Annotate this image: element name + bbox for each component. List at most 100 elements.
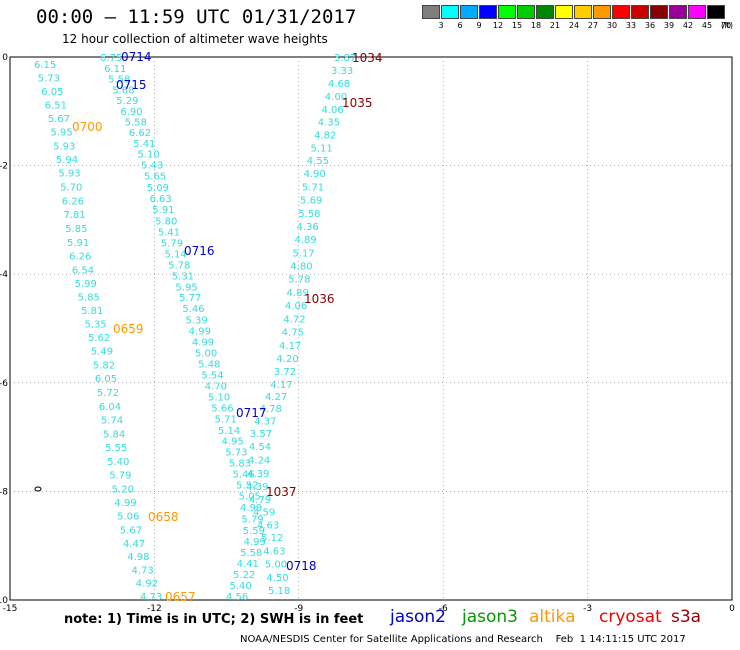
swh-value: 4.68 [328, 79, 350, 90]
pass-time-label: 0659 [113, 322, 144, 336]
legend-swatch [631, 5, 649, 19]
swh-value: 5.40 [107, 457, 129, 468]
swh-value: 5.49 [91, 347, 113, 358]
swh-value: 4.63 [263, 546, 285, 557]
swh-value: 4.89 [295, 235, 317, 246]
swh-value: 5.91 [67, 238, 89, 249]
swh-value: 5.71 [215, 415, 237, 426]
swh-value: 4.99 [114, 498, 136, 509]
swh-value: 5.46 [182, 304, 204, 315]
swh-value: 5.58 [240, 548, 262, 559]
swh-value: 5.78 [168, 260, 190, 271]
swh-value: 5.67 [120, 525, 142, 536]
pass-time-label: 0718 [286, 559, 317, 573]
pass-time-label: 0716 [184, 244, 215, 258]
swh-value: 3.57 [250, 429, 272, 440]
pass-time-label: 1035 [342, 96, 373, 110]
lat-tick-label: -10 [0, 596, 8, 606]
legend-label: 9 [476, 21, 482, 30]
legend-label: 12 [492, 21, 504, 30]
swh-value: 5.79 [241, 514, 263, 525]
swh-value: 5.35 [85, 320, 107, 331]
legend-label: 30 [606, 21, 618, 30]
legend-swatch [536, 5, 554, 19]
lon-tick-label: -15 [3, 604, 18, 614]
legend-label: 45 [701, 21, 713, 30]
satellite-name: s3a [671, 607, 702, 627]
swh-value: 5.94 [56, 155, 78, 166]
swh-value: 4.82 [314, 131, 336, 142]
swh-value: 5.99 [75, 279, 97, 290]
swh-value: 5.81 [81, 306, 103, 317]
swh-value: 5.67 [48, 114, 70, 125]
pass-time-label: 0658 [148, 510, 179, 524]
swh-value: 6.05 [95, 374, 117, 385]
swh-value: 5.17 [292, 248, 314, 259]
legend-swatch [669, 5, 687, 19]
swh-value: 5.73 [225, 448, 247, 459]
swh-value: 5.09 [147, 183, 169, 194]
legend-label: 15 [511, 21, 523, 30]
swh-value: 5.41 [158, 227, 180, 238]
swh-value: 4.20 [276, 354, 298, 365]
legend-label: 24 [568, 21, 580, 30]
swh-value: 5.93 [53, 141, 75, 152]
lon-tick-label: -3 [583, 604, 592, 614]
swh-value: 4.80 [290, 262, 312, 273]
legend-label: 27 [587, 21, 599, 30]
swh-value: 5.91 [152, 205, 174, 216]
swh-value: 6.54 [72, 265, 94, 276]
pass-time-label: 0700 [72, 120, 103, 134]
satellite-name: jason3 [462, 607, 518, 627]
pass-time-label: 0657 [165, 590, 196, 604]
swh-value: 3.33 [331, 66, 353, 77]
swh-value: 5.72 [97, 388, 119, 399]
swh-value: 5.58 [108, 75, 130, 86]
swh-value: 5.78 [288, 275, 310, 286]
swh-value: 4.63 [257, 520, 279, 531]
swh-value: 5.65 [144, 172, 166, 183]
swh-value: 5.40 [230, 581, 252, 592]
swh-value: 4.47 [123, 539, 145, 550]
swh-value: 5.83 [229, 459, 251, 470]
legend-unit-label: (ft) [721, 21, 734, 30]
swh-value: 5.46 [232, 469, 254, 480]
lat-tick-label: -2 [0, 162, 8, 172]
swh-value: 4.37 [254, 416, 276, 427]
swh-value: 4.17 [270, 380, 292, 391]
swh-value: 4.41 [237, 559, 259, 570]
swh-value: 5.14 [218, 426, 240, 437]
swh-value: 5.43 [141, 160, 163, 171]
swh-value: 4.99 [244, 537, 266, 548]
swh-value: 6.75 [100, 53, 122, 64]
lat-tick-label: -4 [0, 270, 8, 280]
swh-value: 5.68 [112, 85, 134, 96]
legend-swatch [498, 5, 516, 19]
legend-label: 42 [682, 21, 694, 30]
legend-label: 33 [625, 21, 637, 30]
swh-value: 5.95 [175, 282, 197, 293]
pass-time-label: 0717 [236, 406, 267, 420]
legend-label: 6 [457, 21, 463, 30]
swh-value: 5.48 [198, 360, 220, 371]
lat-tick-label: -6 [0, 379, 8, 389]
legend-label: 3 [438, 21, 444, 30]
swh-value: 4.06 [321, 105, 343, 116]
legend-swatch [555, 5, 573, 19]
swh-value: 4.54 [249, 442, 271, 453]
swh-value: 5.10 [208, 393, 230, 404]
swh-value: 5.73 [38, 73, 60, 84]
swh-value: 5.66 [211, 404, 233, 415]
swh-value: 5.29 [116, 96, 138, 107]
map-frame [9, 56, 733, 601]
legend-label: 36 [644, 21, 656, 30]
legend-swatch [650, 5, 668, 19]
swh-value: 5.85 [65, 224, 87, 235]
swh-value: 4.39 [246, 482, 268, 493]
swh-value: 3.72 [274, 367, 296, 378]
swh-value: 4.00 [325, 92, 347, 103]
swh-value: 5.22 [233, 570, 255, 581]
swh-value: 4.35 [318, 118, 340, 129]
lon-tick-label: -6 [439, 604, 448, 614]
